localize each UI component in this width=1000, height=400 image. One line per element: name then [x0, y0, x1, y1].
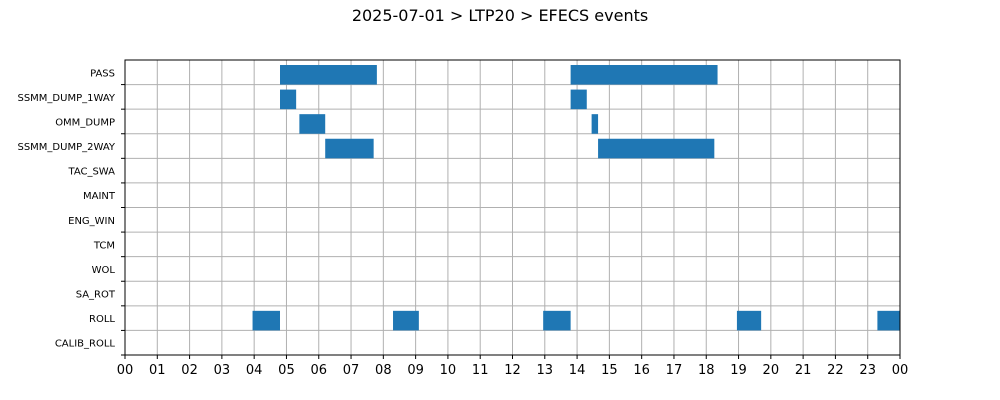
y-tick-label: MAINT	[83, 191, 116, 202]
x-tick-label: 10	[440, 363, 457, 378]
x-tick-label: 00	[117, 363, 134, 378]
y-tick-label: WOL	[92, 265, 116, 276]
x-tick-label: 04	[246, 363, 263, 378]
event-bar-roll	[736, 310, 762, 331]
x-tick-label: 16	[633, 363, 650, 378]
y-tick-label: TCM	[93, 240, 115, 251]
x-tick-label: 22	[827, 363, 844, 378]
event-bar-roll	[543, 310, 571, 331]
y-tick-label: SA_ROT	[76, 290, 116, 301]
x-tick-label: 09	[407, 363, 424, 378]
event-bar-ssmm-dump-2way	[598, 138, 715, 159]
x-tick-label: 18	[698, 363, 715, 378]
event-bar-ssmm-dump-1way	[570, 89, 587, 110]
x-tick-label: 11	[472, 363, 489, 378]
x-tick-label: 01	[149, 363, 166, 378]
x-tick-label: 17	[666, 363, 683, 378]
x-tick-label: 19	[730, 363, 747, 378]
event-bar-roll	[252, 310, 280, 331]
x-tick-label: 08	[375, 363, 392, 378]
x-tick-label: 20	[763, 363, 780, 378]
y-tick-label: SSMM_DUMP_1WAY	[17, 93, 115, 104]
y-tick-label: OMM_DUMP	[55, 117, 115, 128]
x-tick-label: 05	[278, 363, 295, 378]
chart-title: 2025-07-01 > LTP20 > EFECS events	[351, 6, 649, 25]
x-tick-label: 06	[310, 363, 327, 378]
x-tick-label: 14	[569, 363, 586, 378]
x-tick-label: 00	[892, 363, 909, 378]
y-tick-label: TAC_SWA	[67, 167, 115, 178]
x-tick-label: 03	[214, 363, 231, 378]
event-bar-pass	[280, 65, 377, 85]
event-bar-roll	[877, 310, 900, 331]
x-tick-label: 02	[181, 363, 198, 378]
x-tick-label: 15	[601, 363, 618, 378]
event-bar-omm-dump	[299, 114, 326, 134]
event-bar-ssmm-dump-2way	[325, 138, 374, 159]
grid	[124, 60, 901, 355]
y-tick-label: ENG_WIN	[68, 216, 115, 227]
event-bars	[252, 65, 900, 331]
event-bar-roll	[393, 310, 419, 331]
x-axis: 00 01 02 03 04 05 06 07 08 09 10 11 12 13 14 15 16 17 18 19…	[117, 355, 909, 378]
x-tick-label: 12	[504, 363, 521, 378]
x-tick-label: 21	[795, 363, 812, 378]
event-bar-pass	[570, 65, 718, 85]
y-tick-label: ROLL	[89, 314, 115, 325]
x-tick-label: 07	[343, 363, 360, 378]
x-tick-label: 13	[537, 363, 554, 378]
event-bar-ssmm-dump-1way	[280, 89, 297, 110]
y-tick-label: SSMM_DUMP_2WAY	[17, 142, 115, 153]
y-axis: PASS SSMM_DUMP_1WAY OMM_DUMP SSMM_DUMP_2WAY…	[17, 68, 125, 356]
y-tick-label: PASS	[90, 68, 115, 79]
x-tick-label: 23	[859, 363, 876, 378]
event-bar-omm-dump	[591, 114, 599, 134]
y-tick-label: CALIB_ROLL	[55, 339, 116, 350]
